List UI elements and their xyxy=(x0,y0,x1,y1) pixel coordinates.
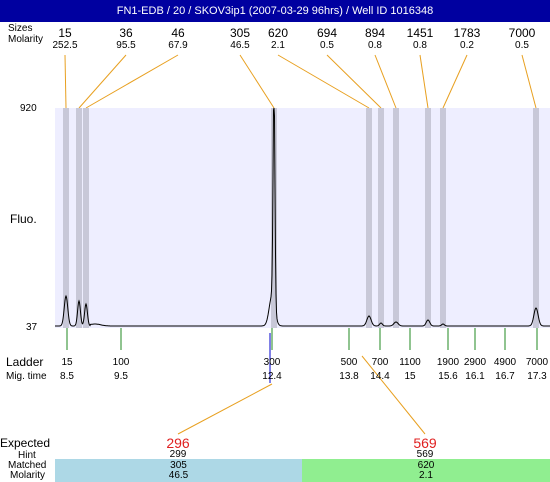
peak-size-label: 46 xyxy=(171,26,185,40)
peak-connector xyxy=(419,54,429,109)
peak-molarity-label: 2.1 xyxy=(271,40,285,51)
ladder-time-label: 14.4 xyxy=(370,371,390,382)
peak-band xyxy=(533,108,539,328)
peak-band xyxy=(83,108,89,328)
peak-band xyxy=(378,108,384,328)
peak-band xyxy=(440,108,446,328)
peak-connector xyxy=(64,54,67,109)
ladder-size-label: 1100 xyxy=(399,357,421,368)
expected-value: 296 xyxy=(166,435,190,451)
peak-connector xyxy=(239,54,275,109)
window-title: FN1-EDB / 20 / SKOV3ip1 (2007-03-29 96hr… xyxy=(0,0,550,22)
molarity-bar: 2.1 xyxy=(302,469,550,482)
sizes-row-label: Sizes xyxy=(8,23,33,34)
peak-molarity-label: 0.5 xyxy=(320,40,334,51)
ladder-size-label: 1900 xyxy=(436,357,460,368)
ladder-time-label: 13.8 xyxy=(339,371,359,382)
molarity-row-label: Molarity xyxy=(8,34,44,45)
peak-molarity-label: 67.9 xyxy=(168,40,188,51)
peak-size-label: 36 xyxy=(119,26,133,40)
peak-connector xyxy=(277,54,370,109)
peak-connector xyxy=(374,54,397,109)
ladder-size-label: 4900 xyxy=(493,357,517,368)
expected-value: 569 xyxy=(413,435,437,451)
y-axis-label: Fluo. xyxy=(10,212,37,226)
peak-band xyxy=(271,108,277,328)
peak-molarity-label: 252.5 xyxy=(52,40,78,51)
expected-connector xyxy=(177,383,273,435)
molarity-bottom-row-label: Molarity xyxy=(10,470,46,481)
peak-molarity-label: 0.5 xyxy=(515,40,529,51)
peak-molarity-label: 0.8 xyxy=(413,40,427,51)
ladder-size-label: 7000 xyxy=(525,357,549,368)
matched-bar: 305 xyxy=(55,459,302,472)
matched-bar: 620 xyxy=(302,459,550,472)
peak-connector xyxy=(326,54,382,109)
y-tick-max: 920 xyxy=(20,103,37,114)
ladder-size-label: 700 xyxy=(371,357,389,368)
peak-connector xyxy=(521,54,537,109)
ladder-time-label: 9.5 xyxy=(114,371,128,382)
peak-molarity-label: 0.2 xyxy=(460,40,474,51)
peak-molarity-label: 95.5 xyxy=(116,40,136,51)
peak-band xyxy=(425,108,431,328)
ladder-size-label: 2900 xyxy=(463,357,487,368)
peak-band xyxy=(63,108,69,328)
peak-band xyxy=(76,108,82,328)
ladder-ticks xyxy=(66,328,538,350)
peak-molarity-label: 46.5 xyxy=(230,40,250,51)
peak-size-label: 1783 xyxy=(453,26,481,40)
expected-row-label: Expected xyxy=(0,436,51,450)
expected-connectors xyxy=(177,333,426,435)
fluorescence-trace xyxy=(55,107,550,327)
peak-size-label: 620 xyxy=(267,26,289,40)
y-tick-min: 37 xyxy=(26,322,38,333)
hint-value: 299 xyxy=(169,449,187,460)
hint-value: 569 xyxy=(416,449,434,460)
ladder-time-label: 12.4 xyxy=(262,371,282,382)
molarity-bar: 46.5 xyxy=(55,469,302,482)
peak-connector xyxy=(78,54,127,109)
ladder-time-label: 16.7 xyxy=(495,371,515,382)
peak-connectors xyxy=(64,54,537,109)
ladder-time-label: 17.3 xyxy=(527,371,547,382)
peak-size-label: 7000 xyxy=(508,26,536,40)
peak-band xyxy=(393,108,399,328)
matched-row-label: Matched xyxy=(8,460,47,471)
ladder-size-label: 100 xyxy=(112,357,130,368)
peak-connector xyxy=(442,54,468,109)
peak-connector xyxy=(85,54,179,109)
hint-row-label: Hint xyxy=(18,450,36,461)
peak-size-label: 1451 xyxy=(406,26,434,40)
peak-bands xyxy=(63,108,539,328)
ladder-time-label: 15.6 xyxy=(438,371,458,382)
peak-band xyxy=(366,108,372,328)
peak-size-label: 694 xyxy=(316,26,338,40)
expected-connector xyxy=(361,355,426,435)
plot-area xyxy=(55,108,550,328)
ladder-time-label: 15 xyxy=(404,371,416,382)
peak-molarity-label: 0.8 xyxy=(368,40,382,51)
ladder-size-label: 15 xyxy=(61,357,73,368)
ladder-time-label: 16.1 xyxy=(465,371,485,382)
peak-size-label: 15 xyxy=(58,26,72,40)
ladder-time-label: 8.5 xyxy=(60,371,74,382)
peak-size-label: 894 xyxy=(364,26,386,40)
peak-size-label: 305 xyxy=(229,26,251,40)
ladder-size-label: 500 xyxy=(340,357,358,368)
mig-time-row-label: Mig. time xyxy=(6,371,47,382)
ladder-row-label: Ladder xyxy=(6,355,44,369)
ladder-size-label: 300 xyxy=(263,357,281,368)
